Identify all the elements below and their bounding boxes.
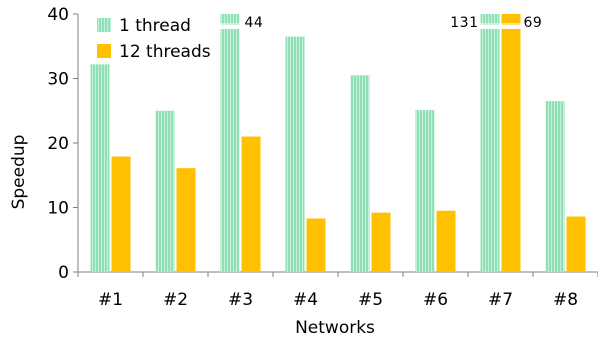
bar-1-thread (415, 110, 435, 272)
bar-12-threads (566, 216, 586, 272)
bar-1-thread (90, 64, 110, 272)
bar-12-threads (501, 14, 521, 272)
x-tick-label: #1 (98, 290, 123, 310)
legend-label-12-threads: 12 threads (119, 42, 211, 62)
bar-12-threads (241, 136, 261, 272)
y-tick-label: 0 (58, 263, 69, 283)
axis-break-mark (500, 25, 522, 29)
break-value-label: 44 (245, 15, 264, 31)
axis-break-mark (219, 25, 241, 29)
x-tick-label: #7 (488, 290, 513, 310)
break-value-label: 131 (450, 15, 478, 31)
axes-group: 0 10 20 30 40 #1 #2 #3 #4 #5 #6 #7 #8 (47, 5, 598, 310)
y-tick-label: 30 (47, 70, 69, 90)
legend-swatch-12-threads (97, 44, 111, 58)
bar-1-thread (545, 101, 565, 272)
bar-1-thread (155, 110, 175, 272)
bar-1-thread (350, 75, 370, 273)
x-axis-title: Networks (295, 318, 375, 338)
y-tick-label: 10 (47, 199, 69, 219)
labels-group: 44 131 69 (245, 15, 543, 31)
legend: 1 thread 12 threads (97, 16, 211, 62)
bar-12-threads (176, 168, 196, 272)
x-tick-label: #8 (553, 290, 578, 310)
x-tick-label: #2 (163, 290, 188, 310)
y-tick-label: 20 (47, 134, 69, 154)
bar-12-threads (436, 210, 456, 272)
bar-12-threads (306, 218, 326, 272)
x-tick-label: #3 (228, 290, 253, 310)
bar-1-thread (480, 14, 500, 272)
bar-12-threads (371, 212, 391, 272)
axis-break-mark (479, 25, 501, 29)
bars-group (90, 14, 586, 273)
x-tick-label: #5 (358, 290, 383, 310)
y-tick-label: 40 (47, 5, 69, 25)
bar-1-thread (285, 36, 305, 273)
bar-1-thread (220, 14, 240, 272)
legend-label-1-thread: 1 thread (119, 16, 191, 36)
x-tick-label: #6 (423, 290, 448, 310)
break-value-label: 69 (524, 15, 543, 31)
bar-12-threads (111, 156, 131, 272)
y-axis-title: Speedup (9, 135, 29, 210)
x-tick-label: #4 (293, 290, 318, 310)
legend-swatch-1-thread (97, 18, 111, 32)
